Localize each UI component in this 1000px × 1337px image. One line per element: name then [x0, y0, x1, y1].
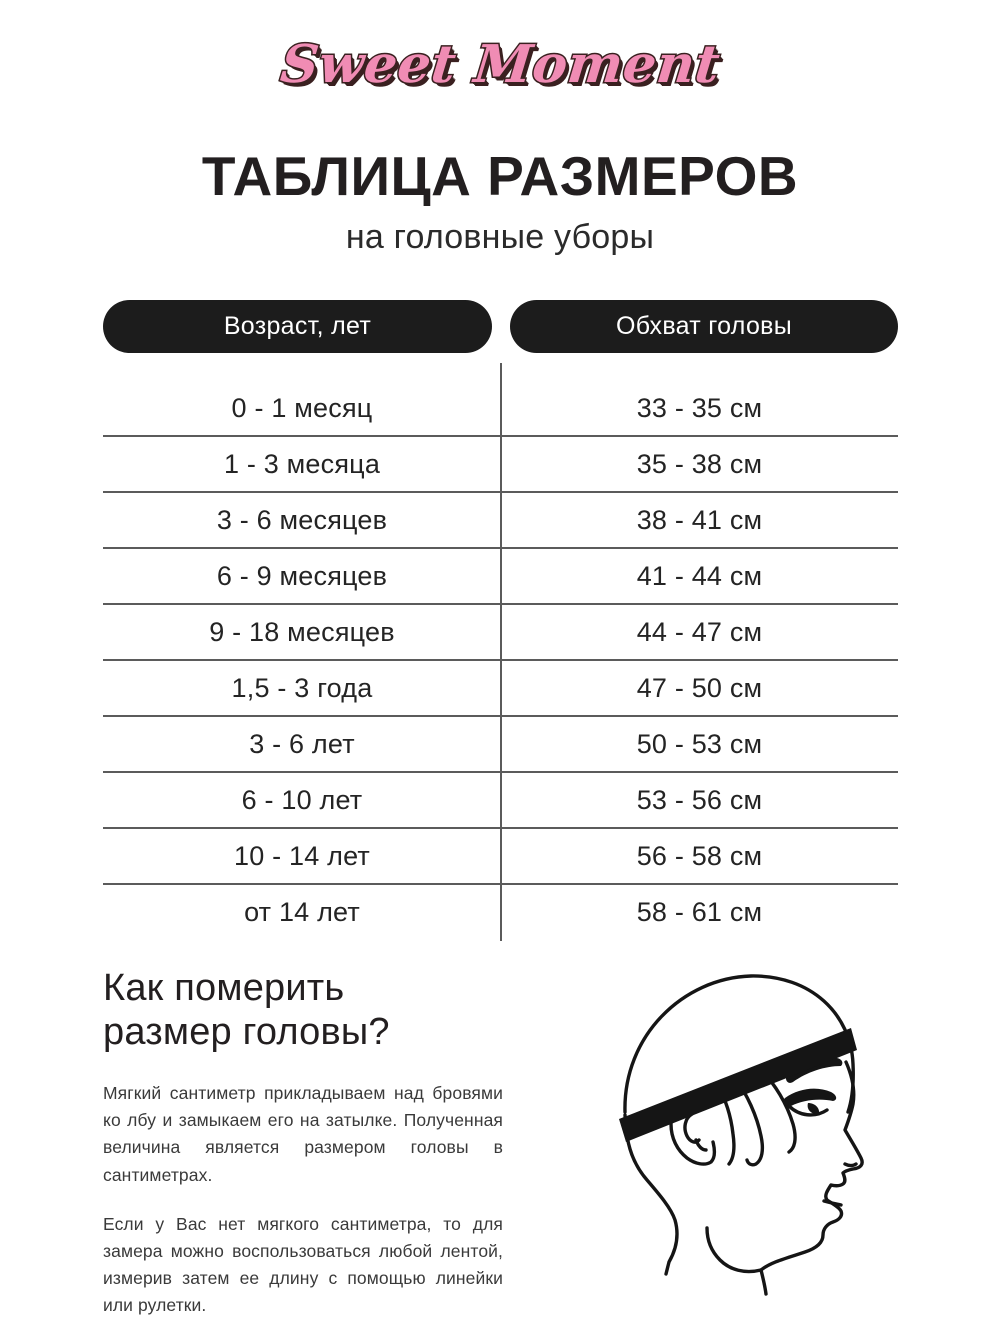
- how-to-measure-title: Как померить размер головы?: [103, 966, 503, 1054]
- how-to-measure-title-line1: Как померить: [103, 967, 345, 1009]
- brand-logo-text: Sweet Moment: [276, 33, 724, 97]
- cell-age: 10 - 14 лет: [233, 840, 370, 871]
- cell-circumference: 33 - 35 см: [636, 392, 763, 423]
- how-to-measure-title-line2: размер головы?: [103, 1011, 390, 1054]
- face-profile: [759, 1060, 864, 1272]
- table-row: 1,5 - 3 года 47 - 50 см: [103, 661, 898, 717]
- cell-age: 6 - 10 лет: [241, 784, 363, 815]
- skull-outline: [623, 974, 855, 1114]
- cell-age: 1,5 - 3 года: [231, 672, 373, 703]
- eye-upper-lid: [783, 1088, 837, 1107]
- jawline: [705, 1226, 763, 1274]
- mouth-line: [822, 1199, 843, 1207]
- cell-age: 6 - 9 месяцев: [216, 560, 388, 591]
- cell-circumference: 35 - 38 см: [636, 448, 763, 479]
- how-to-measure-paragraph-2: Если у Вас нет мягкого сантиметра, то дл…: [103, 1213, 503, 1316]
- cell-age: 1 - 3 месяца: [223, 448, 381, 479]
- measuring-tape: [619, 1028, 857, 1142]
- column-header-circumference-label: Обхват головы: [615, 312, 793, 340]
- size-table: Возраст, лет Обхват головы 0 - 1 месяц 3…: [103, 300, 898, 941]
- eye-iris: [807, 1103, 820, 1115]
- cell-circumference: 44 - 47 см: [636, 616, 763, 647]
- cell-circumference: 41 - 44 см: [636, 560, 763, 591]
- how-to-measure-section: Как померить размер головы? Мягкий санти…: [103, 966, 503, 1337]
- column-header-age: Возраст, лет: [103, 300, 492, 353]
- cell-age: 3 - 6 лет: [249, 728, 355, 759]
- page-title: ТАБЛИЦА РАЗМЕРОВ: [201, 145, 799, 207]
- ear-inner-detail: [683, 1112, 701, 1144]
- table-row: от 14 лет 58 - 61 см: [103, 885, 898, 939]
- nape-neck-line: [623, 1113, 679, 1276]
- shoulder-line: [759, 1268, 768, 1296]
- table-column-divider: [500, 363, 502, 941]
- cell-age: 9 - 18 месяцев: [209, 616, 395, 647]
- cell-circumference: 58 - 61 см: [636, 896, 763, 927]
- hairline-strand-2: [733, 1076, 765, 1167]
- cell-circumference: 38 - 41 см: [636, 504, 763, 535]
- cell-circumference: 50 - 53 см: [636, 728, 763, 759]
- column-header-age-label: Возраст, лет: [223, 312, 372, 340]
- cell-age: 3 - 6 месяцев: [216, 504, 388, 535]
- column-header-circumference: Обхват головы: [510, 300, 898, 353]
- brand-logo: Sweet Moment: [0, 33, 1000, 97]
- table-row: 6 - 9 месяцев 41 - 44 см: [103, 549, 898, 605]
- cell-age: 0 - 1 месяц: [231, 392, 373, 423]
- table-body: 0 - 1 месяц 33 - 35 см 1 - 3 месяца 35 -…: [103, 363, 898, 941]
- cell-circumference: 47 - 50 см: [636, 672, 763, 703]
- cell-circumference: 56 - 58 см: [636, 840, 763, 871]
- head-profile-illustration: [565, 952, 910, 1297]
- eye-lower-lid: [787, 1104, 829, 1117]
- ear-lobe-detail: [694, 1138, 708, 1152]
- table-header-row: Возраст, лет Обхват головы: [103, 300, 898, 353]
- page-subtitle: на головные уборы: [345, 218, 655, 256]
- eyebrow: [785, 1057, 843, 1083]
- cell-circumference: 53 - 56 см: [636, 784, 763, 815]
- nostril: [843, 1162, 858, 1168]
- cell-age: от 14 лет: [244, 896, 360, 927]
- how-to-measure-paragraph-1: Мягкий сантиметр прикладываем над бровям…: [103, 1083, 503, 1185]
